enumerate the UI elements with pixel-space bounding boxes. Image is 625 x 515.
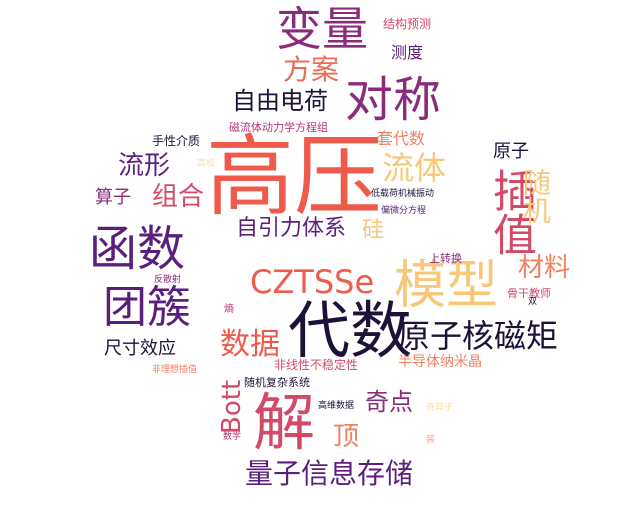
word-bianliang: 变量	[276, 2, 368, 56]
word-taodaishu: 套代数	[377, 129, 426, 148]
word-jiegouyuce: 结构预测	[383, 17, 432, 31]
word-fangan: 方案	[283, 53, 340, 86]
word-shuang: 双	[528, 297, 538, 307]
word-duicheng: 对称	[345, 72, 442, 128]
word-chicun: 尺寸效应	[104, 338, 176, 359]
word-yuanzihe: 原子核磁矩	[398, 317, 559, 355]
word-hanshu: 函数	[89, 221, 186, 277]
word-cichuan: 磁流体动力学方程组	[229, 121, 328, 134]
word-feixianxing: 非线性不稳定性	[274, 358, 359, 372]
word-shuxue: 数学	[223, 432, 242, 442]
word-tuancu: 团簇	[103, 282, 191, 333]
word-ziyinli: 自引力体系	[236, 216, 347, 241]
word-faint-1: 高校	[197, 159, 216, 169]
word-dizaihe: 低载荷机械振动	[371, 189, 435, 199]
word-liuxing: 流形	[118, 151, 171, 181]
word-shangzhuanhuan: 上转换	[429, 252, 462, 265]
word-cedu: 测度	[391, 43, 424, 62]
word-feiyangtiao: 非理想插值	[152, 365, 198, 375]
word-suanzi: 算子	[95, 187, 131, 208]
word-shouxingjiezhi: 手性介质	[152, 134, 201, 148]
word-ziyoudianhe: 自由电荷	[232, 87, 328, 115]
word-zuhe: 组合	[152, 182, 205, 212]
word-suijifuza: 随机复杂系统	[244, 376, 310, 389]
word-chazhi: 插值	[485, 168, 536, 256]
word-gui: 硅	[362, 218, 385, 243]
word-bandaoti: 半导体纳米晶	[398, 354, 482, 370]
word-daishu: 代数	[288, 294, 413, 367]
word-cailiao: 材料	[518, 253, 571, 283]
word-faint-2: 奇异子	[426, 403, 454, 413]
word-qidian: 奇点	[365, 388, 413, 416]
word-gaowei: 高维数据	[318, 401, 355, 411]
word-shang: 熵	[224, 304, 234, 315]
word-pianweifen: 偏微分方程	[381, 206, 427, 216]
word-gugan: 骨干教师	[507, 287, 551, 300]
word-moxing: 模型	[394, 256, 499, 316]
word-shuju: 数据	[220, 327, 280, 362]
word-fanshe: 反散射	[154, 275, 182, 285]
word-liuti: 流体	[382, 149, 447, 187]
word-yuanzi: 原子	[493, 141, 529, 162]
word-czts: CZTSSe	[250, 263, 375, 301]
word-bott: Bott	[217, 379, 247, 434]
word-ding: 顶	[333, 422, 360, 452]
word-suiji: 随机	[519, 168, 552, 224]
word-jie: 解	[253, 386, 316, 459]
word-liangzi: 量子信息存储	[245, 457, 414, 490]
word-faint-4: 装	[424, 434, 434, 443]
word-gaoya: 高压	[206, 125, 383, 228]
